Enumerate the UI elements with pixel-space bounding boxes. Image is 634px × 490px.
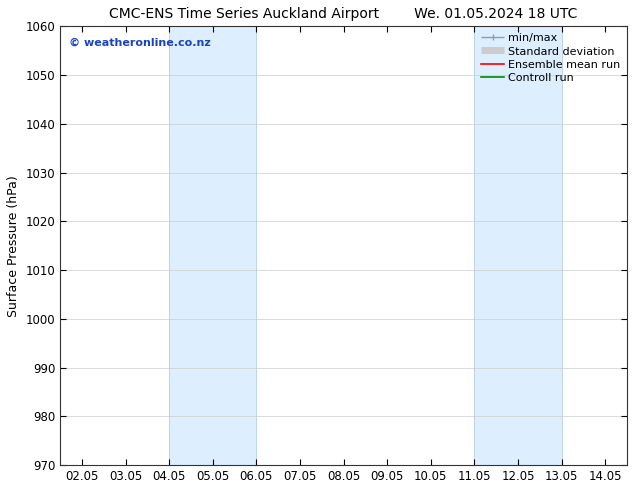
Bar	[169, 26, 256, 465]
Title: CMC-ENS Time Series Auckland Airport        We. 01.05.2024 18 UTC: CMC-ENS Time Series Auckland Airport We.…	[110, 7, 578, 21]
Text: © weatheronline.co.nz: © weatheronline.co.nz	[68, 37, 210, 47]
Bar	[474, 26, 562, 465]
Y-axis label: Surface Pressure (hPa): Surface Pressure (hPa)	[7, 175, 20, 317]
Legend: min/max, Standard deviation, Ensemble mean run, Controll run: min/max, Standard deviation, Ensemble me…	[477, 28, 625, 88]
